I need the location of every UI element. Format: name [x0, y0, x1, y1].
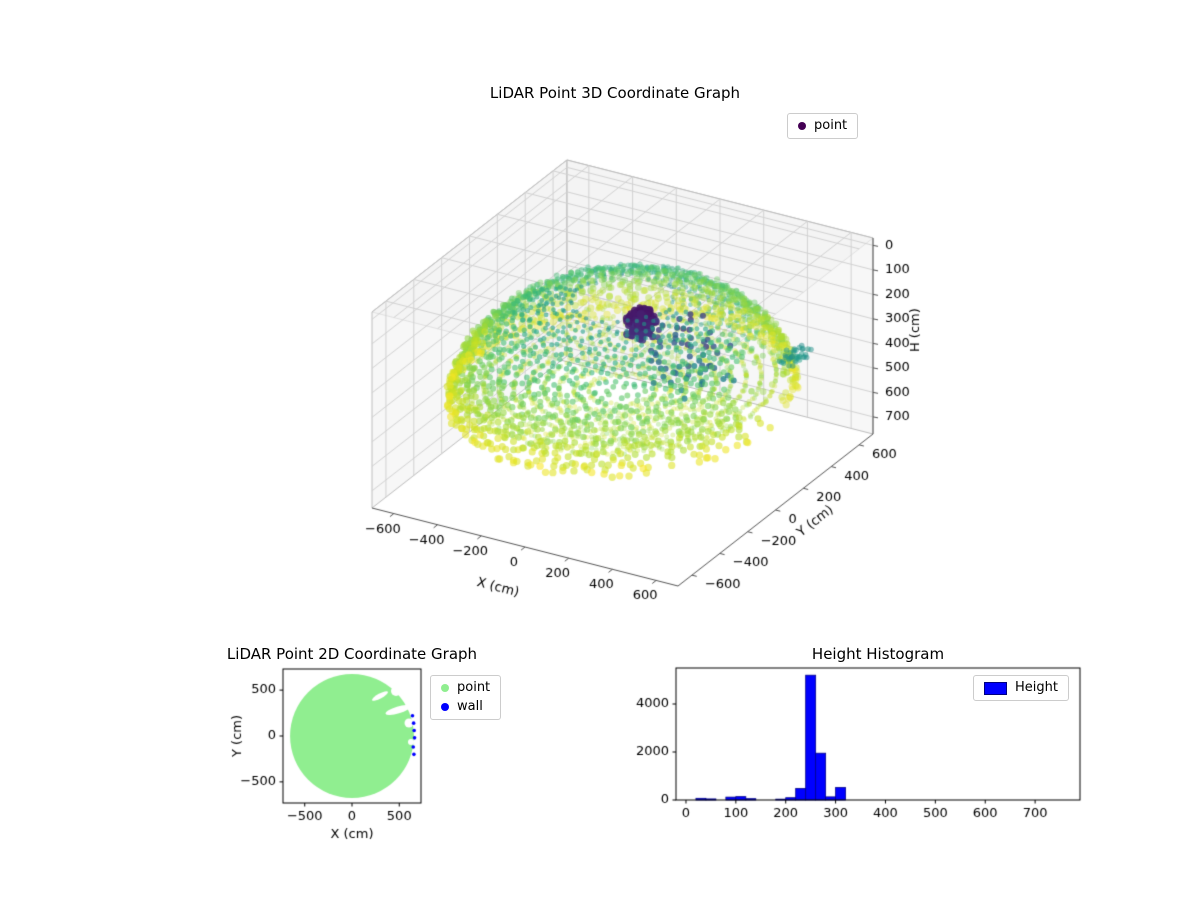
legend-entry-wall: wall — [441, 699, 490, 715]
plot2d-legend: point wall — [430, 675, 502, 720]
histogram-title: Height Histogram — [811, 645, 945, 663]
height-patch-icon — [984, 681, 1007, 695]
histogram-legend: Height — [973, 675, 1069, 701]
point-marker-icon — [441, 684, 449, 692]
legend-entry-height: Height — [984, 680, 1058, 696]
wall-marker-icon — [441, 703, 449, 711]
legend-label: Height — [1015, 680, 1058, 695]
plot3d-legend: point — [787, 113, 859, 139]
legend-label: point — [814, 118, 848, 133]
legend-label: wall — [457, 699, 483, 714]
plot2d-title: LiDAR Point 2D Coordinate Graph — [226, 645, 478, 663]
point-marker-icon — [798, 122, 806, 130]
legend-label: point — [457, 680, 491, 695]
plot3d-title: LiDAR Point 3D Coordinate Graph — [489, 84, 741, 102]
legend-entry-point: point — [441, 680, 490, 696]
legend-entry-point: point — [798, 118, 847, 134]
